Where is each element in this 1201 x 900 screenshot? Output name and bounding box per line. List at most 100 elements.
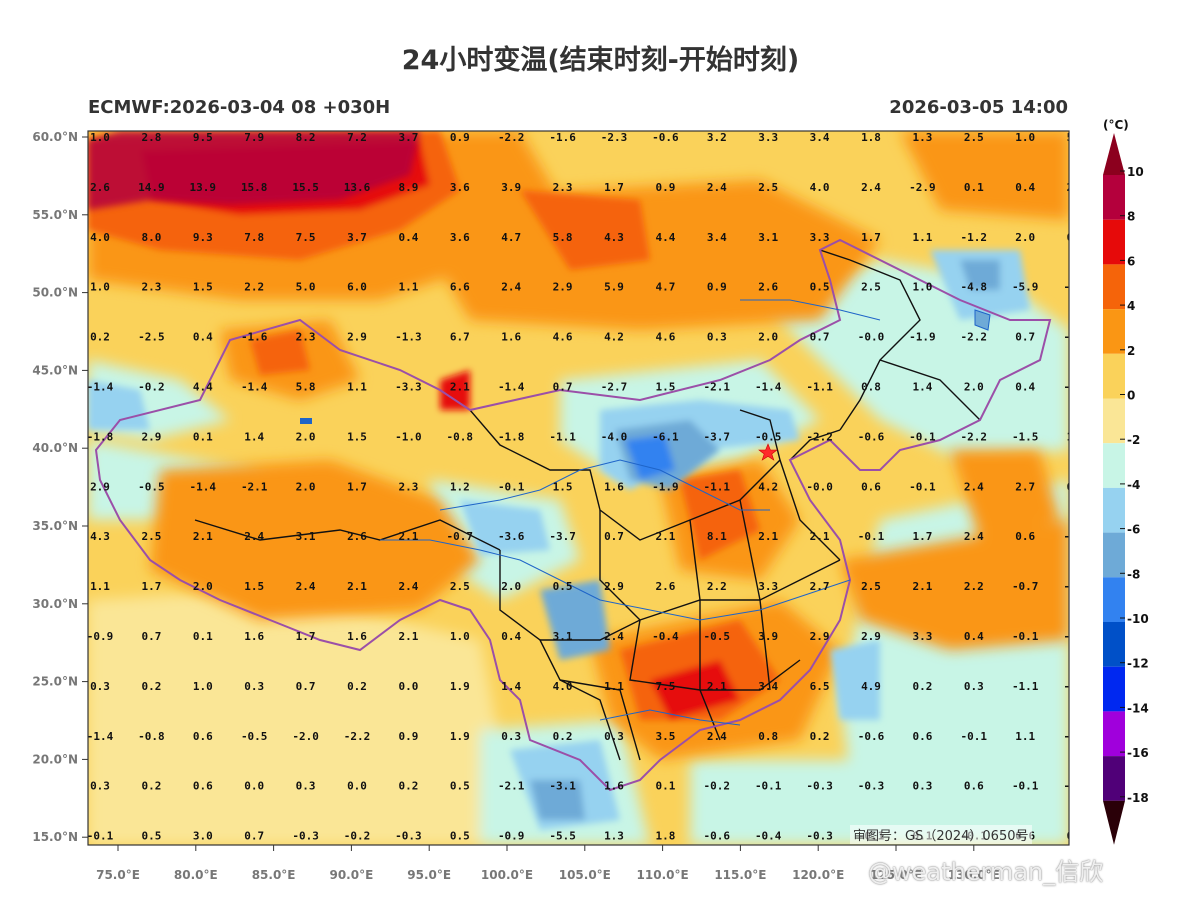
grid-value: 4.6 [553,331,573,344]
grid-value: 4.0 [553,680,573,693]
grid-value: 0.2 [90,331,110,344]
grid-value: -2.1 [241,480,268,493]
valid-time-label: 2026-03-05 14:00 [889,97,1068,118]
grid-value: 0.9 [450,131,470,144]
lat-label: 45.0°N [32,363,78,377]
grid-value: 3.2 [707,131,727,144]
grid-value: 0.3 [964,680,984,693]
grid-value: 5.0 [296,281,316,294]
grid-value: 2.5 [861,281,881,294]
grid-value: 0.6 [912,730,932,743]
grid-value: 2.6 [90,181,110,194]
grid-value: -0.8 [1063,580,1090,593]
grid-value: 0.0 [244,780,264,793]
grid-value: 0.4 [1067,480,1087,493]
grid-value: -5.9 [1012,281,1039,294]
grid-value: -3.7 [704,430,731,443]
grid-value: -0.3 [806,780,833,793]
grid-value: -1.2 [961,231,988,244]
grid-value: -1.5 [1012,430,1039,443]
grid-value: -1.1 [549,430,576,443]
grid-value: -0.0 [806,480,833,493]
grid-value: 0.5 [450,830,470,843]
grid-value: 7.5 [296,231,316,244]
grid-value: -1.4 [190,480,217,493]
grid-value: 4.3 [90,530,110,543]
grid-value: 0.5 [141,830,161,843]
colorbar-tick-label: 10 [1127,165,1144,179]
grid-value: 1.0 [450,630,470,643]
grid-value: 1.9 [450,730,470,743]
lat-label: 60.0°N [32,130,78,144]
grid-value: 0.3 [912,780,932,793]
grid-value: 0.3 [501,730,521,743]
grid-value: -5.5 [549,830,576,843]
grid-value: -1.0 [395,430,422,443]
grid-value: 1.7 [296,630,316,643]
lat-label: 15.0°N [32,830,78,844]
colorbar-tick-label: 8 [1127,210,1135,224]
grid-value: 1.5 [347,430,367,443]
grid-value: 2.0 [193,580,213,593]
grid-value: -1.9 [909,331,936,344]
grid-value: 0.3 [244,680,264,693]
grid-value: -2.2 [344,730,371,743]
grid-value: 2.4 [604,630,624,643]
grid-value: -1.9 [652,480,679,493]
grid-value: -4.3 [1063,331,1090,344]
grid-value: 0.6 [861,480,881,493]
grid-value: 1.4 [501,680,521,693]
province-boundaries [194,249,981,761]
latitude-axis: 60.0°N 55.0°N 50.0°N 45.0°N 40.0°N 35.0°N 30.0… [32,130,88,844]
chart-title: 24小时变温(结束时刻-开始时刻) [401,45,800,76]
grid-value: -2.2 [961,430,988,443]
grid-value: 2.4 [707,181,727,194]
grid-value: 1.9 [450,680,470,693]
lon-label: 80.0°E [174,868,218,882]
grid-value: 2.4 [964,480,984,493]
grid-value: -3.1 [549,780,576,793]
grid-value: 2.3 [398,480,418,493]
rivers [380,299,881,726]
grid-value: -0.9 [498,830,525,843]
lat-label: 55.0°N [32,208,78,222]
grid-value: -2.9 [909,181,936,194]
grid-value: 1.4 [912,381,932,394]
grid-value: 1.2 [450,480,470,493]
lon-label: 130.0°E [948,868,1000,882]
grid-value: 3.1 [758,231,778,244]
grid-value: 4.4 [655,231,675,244]
grid-value: 6.6 [450,281,470,294]
grid-value: 0.4 [193,331,213,344]
grid-value: -0.1 [961,730,988,743]
grid-value: 2.6 [347,530,367,543]
grid-value: 3.3 [912,630,932,643]
grid-value: -0.5 [1063,680,1090,693]
grid-value: -0.7 [1012,580,1039,593]
colorbar-segment [1103,666,1125,712]
longitude-axis: 75.0°E 80.0°E 85.0°E 90.0°E 95.0°E 100.0°E 105… [96,845,1000,882]
colorbar-tick-label: 6 [1127,254,1135,268]
grid-value: -0.1 [87,830,114,843]
grid-value: 3.1 [296,530,316,543]
grid-value: -1.6 [549,131,576,144]
colorbar-tick-label: -2 [1127,433,1140,447]
grid-value: -2.2 [806,430,833,443]
colorbar-tick-label: -8 [1127,567,1140,581]
grid-value: 4.9 [861,680,881,693]
grid-value: -0.5 [241,730,268,743]
grid-value: 7.5 [655,680,675,693]
colorbar-bottom-arrow [1103,800,1125,845]
lon-label: 125.0°E [870,868,922,882]
grid-value: -1.1 [1012,680,1039,693]
grid-value: -0.8 [138,730,165,743]
grid-value: 0.3 [90,780,110,793]
grid-values: 1.0 2.8 9.5 7.9 8.2 7.2 3.7 0.9 -2.2 -1.6 -2.3 -0.6… [87,131,1090,843]
grid-value: 1.3 [604,830,624,843]
grid-value: 2.5 [758,181,778,194]
grid-value: -0.2 [344,830,371,843]
grid-value: -0.6 [858,730,885,743]
grid-value: 0.7 [296,680,316,693]
grid-value: 2.3 [141,281,161,294]
grid-value: 2.1 [707,680,727,693]
